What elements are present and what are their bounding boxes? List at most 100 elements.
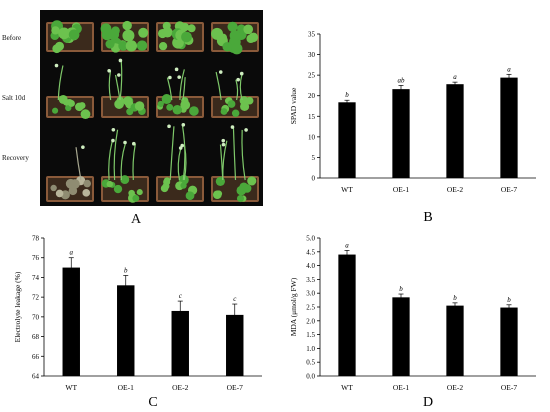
bar [338, 102, 356, 178]
flower-stem [113, 129, 119, 181]
plant-rosette [51, 26, 60, 35]
flower-stem [75, 147, 82, 181]
plant-rosette [100, 23, 112, 35]
x-tick-label: OE-7 [501, 185, 517, 194]
plant-rosette [229, 30, 241, 42]
significance-letter: c [233, 295, 237, 303]
y-tick-label: 25 [308, 72, 316, 80]
x-tick-label: OE-2 [172, 383, 188, 392]
x-tick-label: WT [65, 383, 77, 392]
x-tick-label: OE-1 [393, 383, 409, 392]
flower-stem [215, 71, 222, 101]
y-tick-label: 1.0 [306, 345, 315, 353]
plant-rosette [166, 103, 174, 111]
y-tick-label: 68 [32, 333, 40, 341]
significance-letter: b [453, 294, 457, 302]
y-tick-label: 74 [32, 274, 40, 282]
y-tick-label: 15 [308, 113, 316, 121]
y-tick-label: 1.5 [306, 331, 315, 339]
chart-electrolyte-leakage: 64 66 68 70 72 74 76 78 Electrolyte leakage (%) a… [13, 235, 262, 410]
plant-rosette [242, 184, 252, 193]
plant-rosette [68, 100, 75, 107]
y-tick-label: 0.5 [306, 359, 315, 367]
y-tick-label: 30 [308, 51, 316, 59]
plant-rosette [122, 29, 135, 42]
panel-letter-a: A [131, 212, 142, 227]
plant-rosette [105, 39, 115, 49]
flower-stem [120, 142, 127, 181]
flower-bud [123, 140, 127, 145]
plant-rosette [243, 24, 254, 35]
flower-stem [219, 144, 224, 181]
plant-rosette [180, 182, 187, 189]
plant-rosette [108, 28, 120, 40]
x-tick-label: OE-7 [227, 383, 243, 392]
panel-letter: D [423, 395, 433, 410]
plant-rosette [237, 24, 246, 34]
y-tick-label: 20 [308, 92, 316, 100]
plant-rosette [63, 99, 70, 106]
plant-rosette [231, 109, 240, 117]
flower-bud [54, 63, 59, 68]
plant-rosette [55, 41, 65, 51]
photo-column-label: OE-2 [172, 3, 188, 11]
plant-rosette [50, 184, 57, 192]
plant-rosette [181, 31, 192, 43]
y-tick-label: 66 [32, 353, 40, 361]
y-tick-label: 3.0 [306, 290, 315, 298]
plant-rosette [116, 96, 125, 105]
flower-stem [183, 145, 187, 181]
plant-rosette [136, 189, 143, 196]
flower-stem [241, 129, 246, 181]
y-tick-label: 4.0 [306, 262, 315, 270]
y-tick-label: 35 [308, 31, 316, 39]
plant-rosette [187, 24, 196, 33]
plant-rosette [227, 21, 238, 32]
plant-rosette [68, 29, 80, 40]
bar [338, 254, 356, 376]
plant-rosette [180, 22, 190, 32]
flower-bud [174, 67, 179, 72]
significance-letter: b [507, 296, 511, 304]
x-tick-label: OE-1 [118, 383, 134, 392]
panel-letter: B [423, 210, 432, 225]
flower-bud [107, 68, 111, 73]
x-tick-label: WT [341, 383, 353, 392]
plant-rosette [120, 175, 130, 184]
flower-bud [244, 128, 248, 132]
plant-rosette [70, 179, 80, 189]
plant-rosette [78, 102, 86, 110]
flower-stem [57, 65, 64, 101]
flower-stem [182, 77, 186, 101]
significance-letter: b [124, 266, 128, 274]
flower-bud [178, 146, 183, 150]
plant-rosette [185, 191, 195, 201]
plant-rosette [189, 106, 199, 116]
y-tick-label: 72 [32, 294, 40, 302]
flower-stem [108, 70, 112, 101]
y-tick-label: 5 [312, 154, 316, 162]
y-tick-label: 0.0 [306, 373, 315, 381]
chart-mda: 0.0 0.5 1.0 1.5 2.0 2.5 3.0 3.5 4.0 4.5 5.0 MDA (μm… [289, 235, 536, 410]
plant-rosette [158, 42, 168, 51]
plant-rosette [58, 27, 70, 40]
panel-letter: C [148, 395, 157, 410]
x-tick-label: OE-1 [393, 185, 409, 194]
bar [117, 285, 135, 376]
significance-letter: c [179, 292, 183, 300]
flower-stem [166, 77, 173, 101]
y-tick-label: 2.5 [306, 304, 315, 312]
significance-letter: b [345, 91, 349, 99]
plant-rosette [215, 176, 225, 187]
x-tick-label: OE-2 [447, 383, 463, 392]
photo-content [46, 20, 259, 203]
plant-rosette [106, 180, 113, 188]
photo-column-label: WT [65, 3, 77, 11]
bar [226, 314, 244, 376]
photo-row-label: Before [2, 34, 21, 42]
bar [171, 310, 189, 376]
y-tick-label: 78 [32, 235, 40, 243]
flower-bud [221, 142, 226, 147]
flower-bud [236, 77, 240, 82]
y-tick-label: 64 [32, 373, 40, 381]
